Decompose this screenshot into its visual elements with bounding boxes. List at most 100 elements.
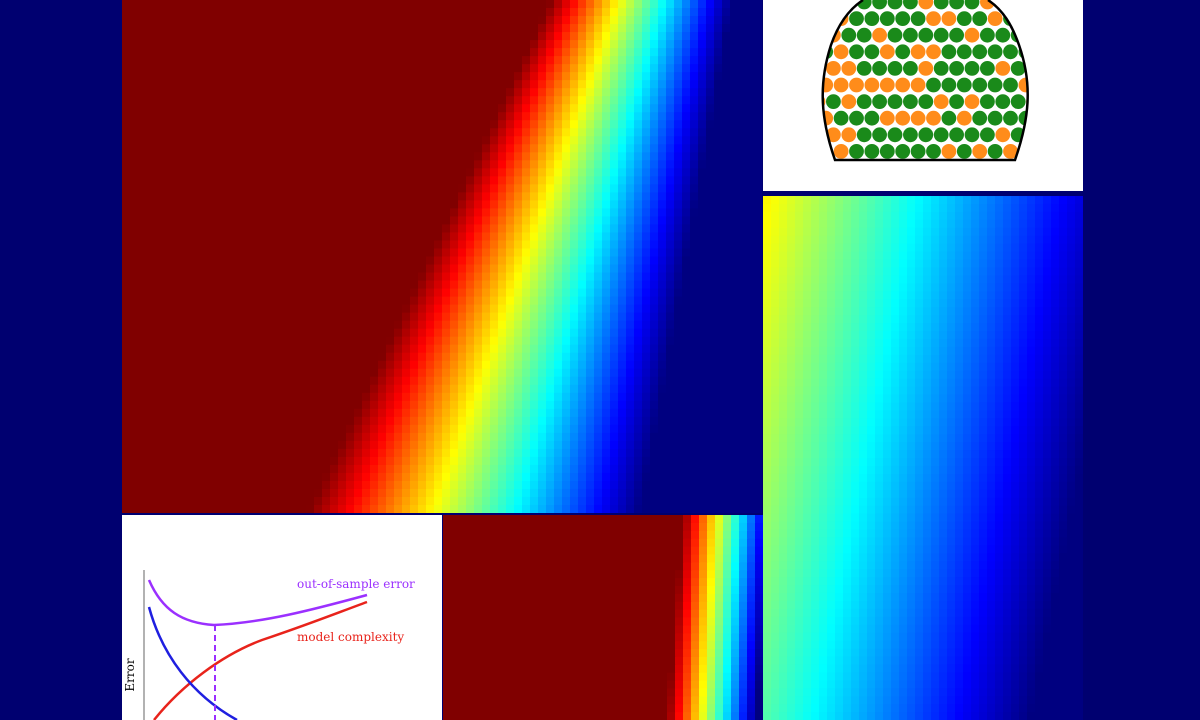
heatmap-main-cell xyxy=(738,248,747,258)
heatmap-main-cell xyxy=(354,40,363,49)
heatmap-main-cell xyxy=(578,376,587,386)
heatmap-main-cell xyxy=(570,288,579,298)
heatmap-main-cell xyxy=(594,288,603,298)
heatmap-main-cell xyxy=(418,296,427,306)
heatmap-main-cell xyxy=(170,104,179,113)
heatmap-main-cell xyxy=(426,456,435,466)
heatmap-main-cell xyxy=(650,160,659,169)
heatmap-main-cell xyxy=(562,48,571,57)
heatmap-main-cell xyxy=(138,216,147,226)
heatmap-main-cell xyxy=(490,400,499,410)
heatmap-main-cell xyxy=(274,464,283,474)
heatmap-main-cell xyxy=(714,304,723,314)
heatmap-main-cell xyxy=(706,24,715,33)
heatmap-main-cell xyxy=(458,344,467,354)
heatmap-main-cell xyxy=(730,256,739,266)
heatmap-main-cell xyxy=(506,152,515,161)
heatmap-main-cell xyxy=(210,312,219,322)
heatmap-main-cell xyxy=(402,304,411,314)
heatmap-main-cell xyxy=(594,368,603,378)
heatmap-main-cell xyxy=(602,216,611,226)
heatmap-main-cell xyxy=(602,408,611,418)
heatmap-main-cell xyxy=(226,168,235,177)
heatmap-main-cell xyxy=(586,360,595,370)
heatmap-main-cell xyxy=(578,432,587,442)
heatmap-main-cell xyxy=(458,208,467,218)
heatmap-main-cell xyxy=(362,112,371,121)
heatmap-main-cell xyxy=(522,480,531,490)
heatmap-main-cell xyxy=(690,24,699,33)
heatmap-main-cell xyxy=(610,400,619,410)
heatmap-main-cell xyxy=(426,144,435,153)
heatmap-main-cell xyxy=(226,256,235,266)
heatmap-main-cell xyxy=(410,200,419,210)
heatmap-main-cell xyxy=(442,368,451,378)
heatmap-main-cell xyxy=(266,496,275,506)
heatmap-main-cell xyxy=(570,152,579,161)
heatmap-main-cell xyxy=(266,56,275,65)
heatmap-main-cell xyxy=(242,56,251,65)
heatmap-main-cell xyxy=(746,72,755,81)
heatmap-main-cell xyxy=(330,336,339,346)
heatmap-main-cell xyxy=(330,144,339,153)
heatmap-main-cell xyxy=(290,472,299,482)
heatmap-main-cell xyxy=(714,32,723,41)
heatmap-main-cell xyxy=(378,80,387,89)
heatmap-main-cell xyxy=(194,48,203,57)
heatmap-main-cell xyxy=(578,120,587,129)
heatmap-main-cell xyxy=(522,280,531,290)
heatmap-main-cell xyxy=(658,432,667,442)
heatmap-main-cell xyxy=(162,128,171,137)
heatmap-main-cell xyxy=(506,64,515,73)
heatmap-main-cell xyxy=(738,440,747,450)
heatmap-main-cell xyxy=(722,456,731,466)
heatmap-main-cell xyxy=(354,160,363,169)
heatmap-main-cell xyxy=(442,360,451,370)
heatmap-main-cell xyxy=(666,448,675,458)
heatmap-main-cell xyxy=(194,16,203,25)
heatmap-main-cell xyxy=(482,80,491,89)
heatmap-main-cell xyxy=(402,24,411,33)
heatmap-main-cell xyxy=(594,152,603,161)
heatmap-main-cell xyxy=(530,272,539,282)
heatmap-main-cell xyxy=(522,360,531,370)
heatmap-main-cell xyxy=(666,312,675,322)
heatmap-main-cell xyxy=(354,64,363,73)
heatmap-main-cell xyxy=(130,200,139,210)
heatmap-main-cell xyxy=(586,48,595,57)
heatmap-main-cell xyxy=(386,152,395,161)
heatmap-main-cell xyxy=(754,408,762,418)
heatmap-main-cell xyxy=(738,280,747,290)
heatmap-main-cell xyxy=(562,216,571,226)
heatmap-main-cell xyxy=(474,112,483,121)
heatmap-main-cell xyxy=(602,368,611,378)
heatmap-main-cell xyxy=(482,472,491,482)
heatmap-main-cell xyxy=(578,224,587,234)
heatmap-main-cell xyxy=(314,448,323,458)
heatmap-main-cell xyxy=(586,160,595,169)
heatmap-main-cell xyxy=(314,256,323,266)
heatmap-main-cell xyxy=(186,136,195,145)
heatmap-main-cell xyxy=(546,248,555,258)
heatmap-main-cell xyxy=(218,0,227,9)
heatmap-main-cell xyxy=(450,280,459,290)
heatmap-main-cell xyxy=(258,72,267,81)
heatmap-main-cell xyxy=(690,264,699,274)
heatmap-main-cell xyxy=(178,136,187,145)
heatmap-main-cell xyxy=(426,176,435,185)
heatmap-main-cell xyxy=(738,168,747,177)
heatmap-main-cell xyxy=(258,192,267,201)
heatmap-main-cell xyxy=(570,224,579,234)
heatmap-main-cell xyxy=(506,272,515,282)
heatmap-main-cell xyxy=(226,496,235,506)
heatmap-main-cell xyxy=(274,32,283,41)
heatmap-main-cell xyxy=(378,336,387,346)
heatmap-main-cell xyxy=(282,288,291,298)
heatmap-main-cell xyxy=(626,240,635,250)
heatmap-main-cell xyxy=(490,200,499,210)
heatmap-main-cell xyxy=(162,136,171,145)
heatmap-main-cell xyxy=(466,184,475,193)
heatmap-main-cell xyxy=(274,128,283,137)
heatmap-main-cell xyxy=(242,248,251,258)
heatmap-main-cell xyxy=(330,40,339,49)
